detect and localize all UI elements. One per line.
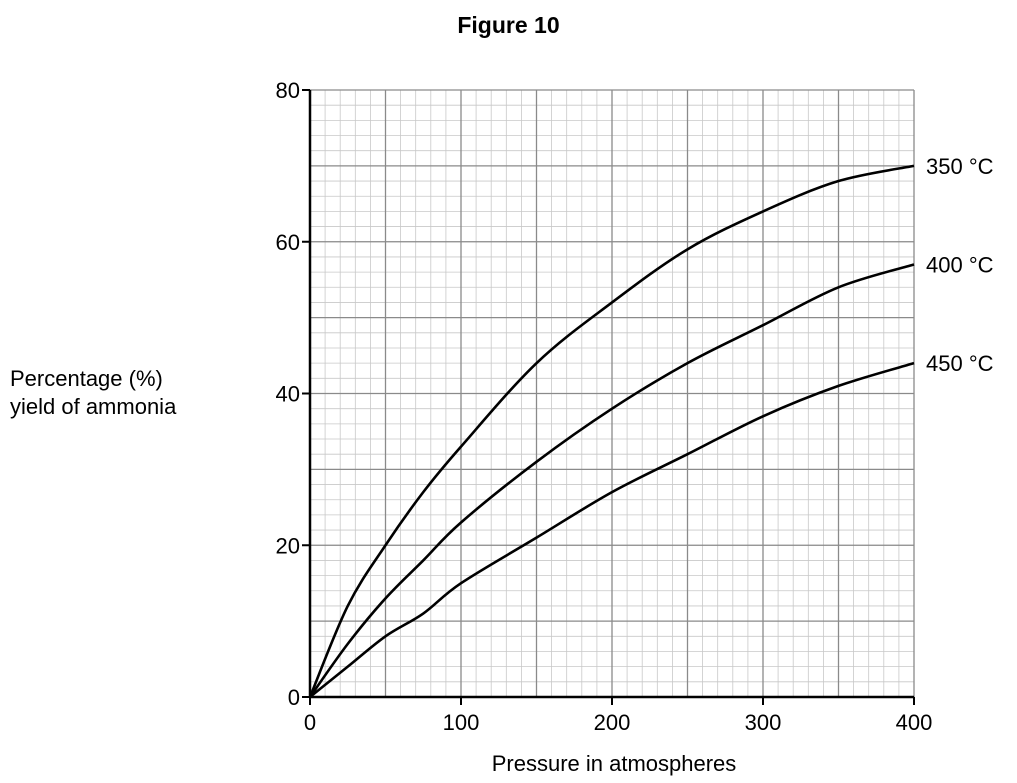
x-tick-label: 400: [896, 710, 933, 735]
y-tick-label: 80: [276, 78, 300, 103]
x-axis-label: Pressure in atmospheres: [492, 751, 737, 776]
axes: [302, 89, 915, 705]
x-tick-label: 300: [745, 710, 782, 735]
y-axis-label-line-1: Percentage (%): [10, 366, 163, 391]
series-label: 350 °C: [926, 154, 994, 179]
y-axis-label-line-2: yield of ammonia: [10, 394, 177, 419]
tick-labels: 0 100 200 300 400 0 20 40 60 80: [276, 78, 933, 735]
x-tick-label: 0: [304, 710, 316, 735]
y-tick-label: 0: [288, 685, 300, 710]
y-tick-label: 40: [276, 382, 300, 407]
series-label: 450 °C: [926, 351, 994, 376]
axis-labels: Pressure in atmospheres Percentage (%) y…: [10, 366, 736, 776]
series-label: 400 °C: [926, 253, 994, 278]
series-line: [308, 263, 915, 698]
figure-title: Figure 10: [457, 12, 560, 38]
series-labels: 350 °C 400 °C 450 °C: [926, 154, 994, 376]
x-tick-label: 100: [443, 710, 480, 735]
series-lines: [308, 164, 915, 699]
series-line: [308, 164, 915, 698]
x-tick-label: 200: [594, 710, 631, 735]
y-tick-label: 60: [276, 230, 300, 255]
y-tick-label: 20: [276, 533, 300, 558]
series-line: [309, 361, 915, 699]
